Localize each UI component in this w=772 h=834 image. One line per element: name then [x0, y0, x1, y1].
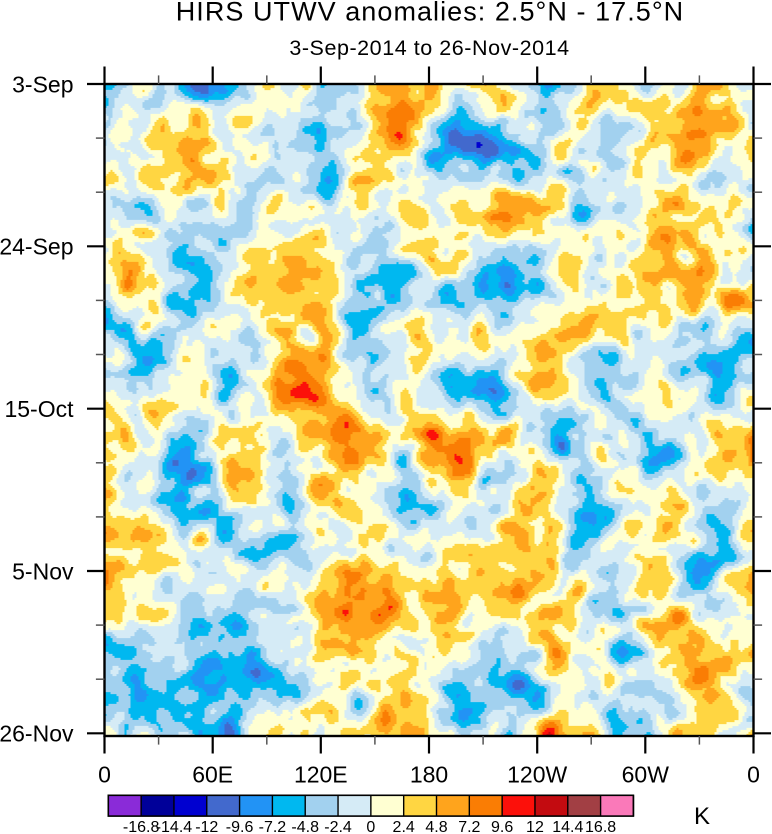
- svg-text:60W: 60W: [622, 762, 670, 788]
- svg-text:9.6: 9.6: [491, 819, 513, 834]
- svg-text:2.4: 2.4: [393, 819, 415, 834]
- svg-text:-4.8: -4.8: [291, 819, 319, 834]
- svg-text:60E: 60E: [192, 762, 233, 788]
- svg-text:14.4: 14.4: [552, 819, 583, 834]
- svg-text:7.2: 7.2: [458, 819, 480, 834]
- svg-text:24-Sep: 24-Sep: [0, 234, 74, 260]
- svg-text:0: 0: [747, 762, 760, 788]
- svg-text:120E: 120E: [294, 762, 348, 788]
- svg-text:K: K: [694, 803, 710, 830]
- svg-text:0: 0: [366, 819, 375, 834]
- svg-text:0: 0: [98, 762, 111, 788]
- svg-text:-14.4: -14.4: [156, 819, 193, 834]
- svg-text:HIRS UTWV anomalies: 2.5°N - 1: HIRS UTWV anomalies: 2.5°N - 17.5°N: [176, 0, 685, 27]
- svg-text:12: 12: [526, 819, 544, 834]
- svg-text:4.8: 4.8: [425, 819, 447, 834]
- svg-text:180: 180: [410, 762, 448, 788]
- svg-text:-9.6: -9.6: [226, 819, 254, 834]
- svg-text:-12: -12: [195, 819, 218, 834]
- svg-text:5-Nov: 5-Nov: [12, 558, 74, 584]
- svg-text:15-Oct: 15-Oct: [4, 396, 74, 422]
- svg-text:-16.8: -16.8: [123, 819, 160, 834]
- svg-text:120W: 120W: [507, 762, 567, 788]
- svg-text:16.8: 16.8: [585, 819, 616, 834]
- svg-text:-7.2: -7.2: [259, 819, 287, 834]
- svg-text:3-Sep-2014 to 26-Nov-2014: 3-Sep-2014 to 26-Nov-2014: [289, 36, 569, 60]
- svg-text:3-Sep: 3-Sep: [12, 71, 73, 97]
- svg-text:-2.4: -2.4: [324, 819, 352, 834]
- svg-text:26-Nov: 26-Nov: [0, 721, 74, 747]
